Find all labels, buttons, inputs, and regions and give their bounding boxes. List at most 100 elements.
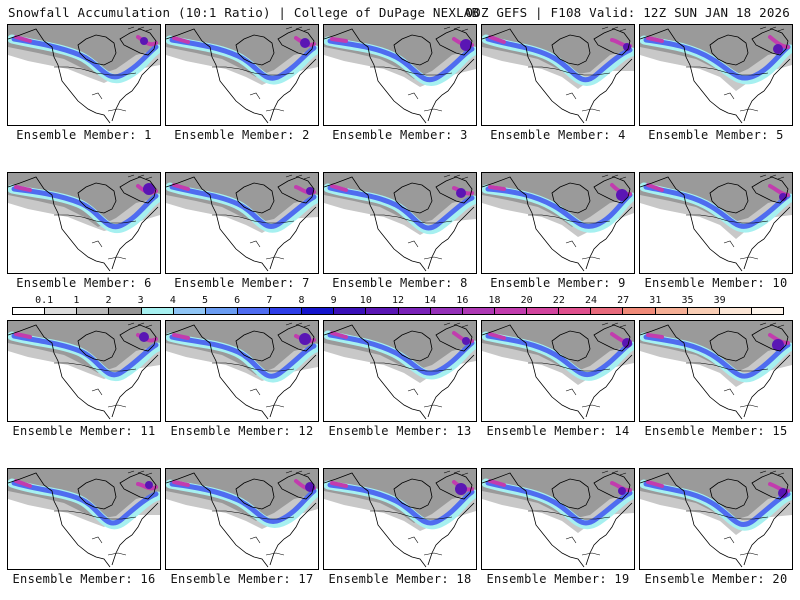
snow-band-blue [485,480,633,526]
ensemble-member-label: Ensemble Member: 6 [16,276,152,290]
ensemble-member-label: Ensemble Member: 2 [174,128,310,142]
colorbar-box [77,308,110,314]
snow-core [299,333,311,345]
ensemble-member-label: Ensemble Member: 15 [644,424,788,438]
snow-core [462,337,470,345]
snowfall-map[interactable] [7,468,161,570]
snowfall-map[interactable] [165,320,319,422]
snow-core [456,188,466,198]
snowfall-map[interactable] [481,24,635,126]
ensemble-member-label: Ensemble Member: 20 [644,572,788,586]
ensemble-panel[interactable]: Ensemble Member: 13 [323,320,477,440]
ensemble-panel[interactable]: Ensemble Member: 5 [639,24,793,144]
snow-band-blue [485,36,633,83]
colorbar-tick-label: 4 [169,295,176,306]
snow-shade-mid [166,321,318,375]
ensemble-row-2: Ensemble Member: 6 Ensemble Member: 7 Ense… [7,172,793,292]
snow-band-blue [11,186,159,230]
colorbar-tick-label: 9 [330,295,337,306]
snow-band-blue [11,333,159,378]
snow-shade-mid [482,173,634,227]
ensemble-panel[interactable]: Ensemble Member: 18 [323,468,477,588]
snow-band-blue [327,332,475,376]
colorbar-box [687,308,720,314]
snowfall-map[interactable] [639,320,793,422]
ensemble-panel[interactable]: Ensemble Member: 6 [7,172,161,292]
snowfall-map[interactable] [323,172,477,274]
ensemble-panel[interactable]: Ensemble Member: 16 [7,468,161,588]
snowfall-map[interactable] [165,468,319,570]
ensemble-member-label: Ensemble Member: 13 [328,424,472,438]
colorbar-box [45,308,78,314]
colorbar-tick-label: 27 [617,295,630,306]
colorbar-box [173,308,206,314]
header: Snowfall Accumulation (10:1 Ratio) | Col… [0,0,800,24]
ensemble-panel[interactable]: Ensemble Member: 2 [165,24,319,144]
snow-shade-mid [8,173,160,227]
snow-core [616,189,628,201]
ensemble-panel[interactable]: Ensemble Member: 15 [639,320,793,440]
snowfall-map[interactable] [7,172,161,274]
colorbar-box [366,308,399,314]
colorbar-box [751,308,783,314]
ensemble-panel[interactable]: Ensemble Member: 8 [323,172,477,292]
snowfall-map[interactable] [639,24,793,126]
ensemble-panel[interactable]: Ensemble Member: 9 [481,172,635,292]
snow-core [455,483,467,495]
snowfall-map[interactable] [165,24,319,126]
snow-band-blue [643,481,791,527]
ensemble-row-4: Ensemble Member: 16 Ensemble Member: 17 En… [7,468,793,588]
snowfall-map[interactable] [165,172,319,274]
snow-band-blue [327,185,475,231]
colorbar-tick-label: 3 [137,295,144,306]
snowfall-map[interactable] [323,24,477,126]
snowfall-map[interactable] [481,468,635,570]
ensemble-panel[interactable]: Ensemble Member: 1 [7,24,161,144]
snowfall-map[interactable] [7,24,161,126]
snow-core [300,38,310,48]
snowfall-colorbar: 0.1 1 2 3 4 5 6 7 8 9 10 12 14 16 18 20 22 24 27 31 35 39 [12,296,784,318]
run-valid-time: 00Z GEFS | F108 Valid: 12Z SUN JAN 18 20… [465,5,790,20]
ensemble-panel[interactable]: Ensemble Member: 3 [323,24,477,144]
snowfall-map[interactable] [639,172,793,274]
snow-core [460,39,472,51]
snowfall-map[interactable] [7,320,161,422]
colorbar-box [494,308,527,314]
ensemble-panel[interactable]: Ensemble Member: 20 [639,468,793,588]
colorbar-tick-label: 16 [456,295,469,306]
ensemble-panel[interactable]: Ensemble Member: 11 [7,320,161,440]
snowfall-map[interactable] [481,172,635,274]
ensemble-member-label: Ensemble Member: 4 [490,128,626,142]
ensemble-panel[interactable]: Ensemble Member: 14 [481,320,635,440]
ensemble-panel[interactable]: Ensemble Member: 10 [639,172,793,292]
ensemble-member-label: Ensemble Member: 3 [332,128,468,142]
colorbar-box [559,308,592,314]
ensemble-panel[interactable]: Ensemble Member: 19 [481,468,635,588]
snow-band-blue [327,38,475,82]
snowfall-map[interactable] [481,320,635,422]
snow-core [779,193,787,201]
snow-core [140,37,148,45]
snowfall-map[interactable] [323,468,477,570]
ensemble-row-3: Ensemble Member: 11 Ensemble Member: 12 En… [7,320,793,440]
ensemble-panel[interactable]: Ensemble Member: 17 [165,468,319,588]
snow-core [143,183,155,195]
ensemble-member-label: Ensemble Member: 5 [648,128,784,142]
ensemble-panel[interactable]: Ensemble Member: 7 [165,172,319,292]
snow-band-blue [327,482,475,526]
colorbar-tick-label: 2 [105,295,112,306]
snow-core [145,481,153,489]
snow-shade-mid [324,469,476,523]
snowfall-map[interactable] [639,468,793,570]
snowfall-map[interactable] [323,320,477,422]
colorbar-box [141,308,174,314]
ensemble-row-1: Ensemble Member: 1 Ensemble Member: 2 Ense… [7,24,793,144]
colorbar-box [270,308,303,314]
colorbar-box [430,308,463,314]
ensemble-panel[interactable]: Ensemble Member: 12 [165,320,319,440]
ensemble-member-label: Ensemble Member: 16 [12,572,156,586]
ensemble-member-label: Ensemble Member: 11 [12,424,156,438]
colorbar-tick-label: 14 [424,295,437,306]
ensemble-panel[interactable]: Ensemble Member: 4 [481,24,635,144]
colorbar-box [13,308,46,314]
